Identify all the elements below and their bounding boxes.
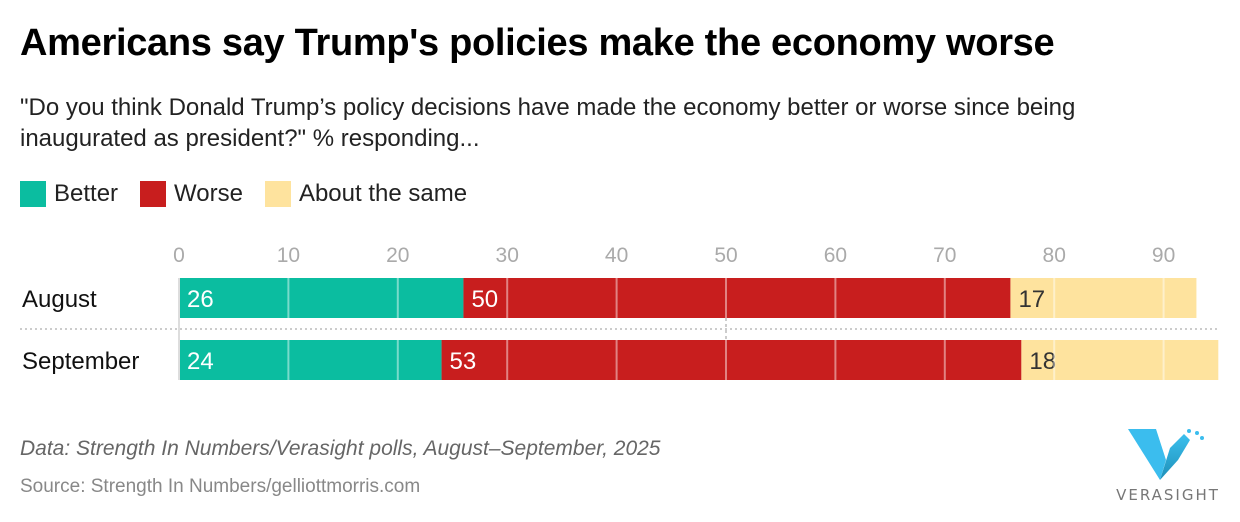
legend-swatch-better bbox=[20, 181, 46, 207]
bar-better bbox=[179, 278, 464, 318]
data-label: 26 bbox=[187, 286, 214, 313]
x-tick-label: 80 bbox=[1043, 244, 1066, 267]
category-label: September bbox=[22, 348, 139, 375]
data-label: 53 bbox=[450, 348, 477, 375]
legend-swatch-same bbox=[264, 181, 291, 207]
logo-text: VERASIGHT bbox=[1116, 486, 1220, 504]
bar-about-the-same bbox=[1021, 340, 1219, 380]
bar-about-the-same bbox=[1010, 278, 1197, 318]
verasight-logo: VERASIGHT bbox=[1108, 420, 1228, 505]
data-label: 17 bbox=[1018, 286, 1045, 313]
legend: Better Worse About the same bbox=[20, 180, 467, 208]
bar-worse bbox=[441, 340, 1022, 380]
data-note: Data: Strength In Numbers/Verasight poll… bbox=[20, 437, 661, 460]
legend-swatch-worse bbox=[140, 181, 167, 207]
x-tick-label: 0 bbox=[173, 244, 185, 267]
x-tick-label: 50 bbox=[714, 244, 737, 267]
verasight-logo-icon: VERASIGHT bbox=[1116, 429, 1220, 504]
x-tick-label: 30 bbox=[496, 244, 519, 267]
data-label: 50 bbox=[471, 286, 498, 313]
bar-worse bbox=[463, 278, 1011, 318]
x-tick-label: 60 bbox=[824, 244, 847, 267]
data-label: 18 bbox=[1029, 348, 1056, 375]
source-note: Source: Strength In Numbers/gelliottmorr… bbox=[20, 476, 421, 497]
stacked-bar-chart: 0 10 20 30 40 50 60 70 80 90 August September 26 50 17… bbox=[20, 244, 1220, 380]
x-tick-label: 70 bbox=[933, 244, 956, 267]
data-label: 24 bbox=[187, 348, 214, 375]
x-tick-label: 40 bbox=[605, 244, 628, 267]
legend-item-same: About the same bbox=[264, 180, 468, 208]
category-label: August bbox=[22, 286, 97, 313]
x-tick-label: 90 bbox=[1152, 244, 1175, 267]
legend-label: About the same bbox=[298, 180, 468, 207]
legend-item-worse: Worse bbox=[140, 180, 243, 208]
x-tick-label: 10 bbox=[277, 244, 300, 267]
chart-subtitle: "Do you think Donald Trump’s policy deci… bbox=[20, 94, 1076, 152]
bar-better bbox=[179, 340, 442, 380]
legend-item-better: Better bbox=[20, 180, 118, 208]
x-tick-label: 20 bbox=[386, 244, 409, 267]
legend-label: Better bbox=[54, 180, 119, 207]
chart-title: Americans say Trump's policies make the … bbox=[20, 22, 1055, 64]
legend-label: Worse bbox=[174, 180, 243, 207]
